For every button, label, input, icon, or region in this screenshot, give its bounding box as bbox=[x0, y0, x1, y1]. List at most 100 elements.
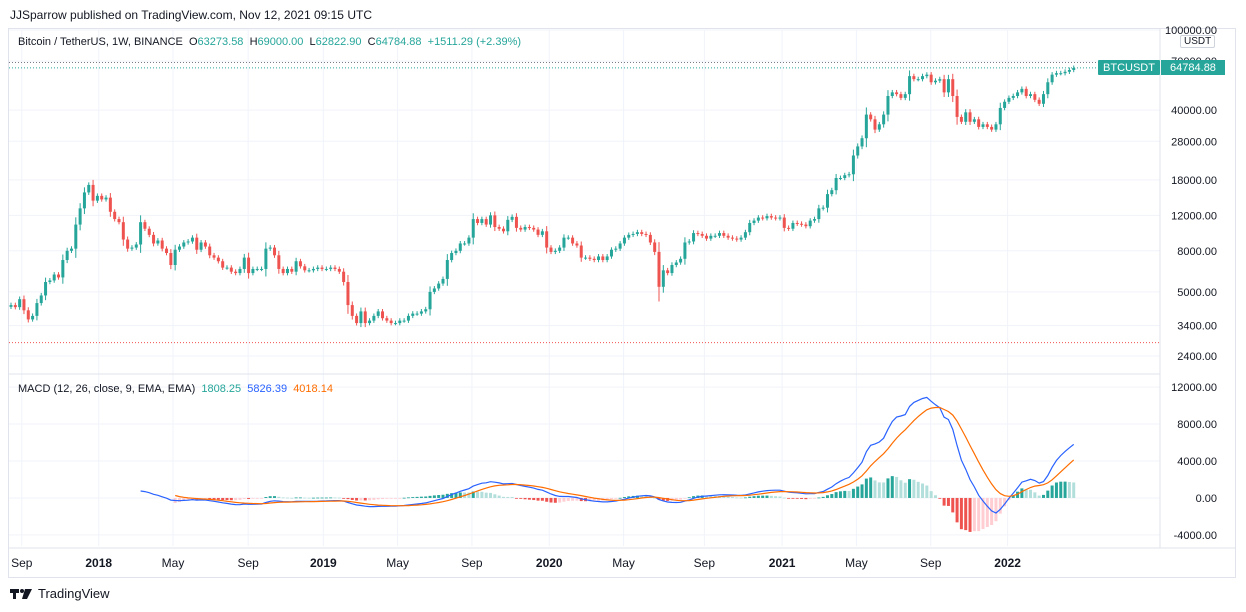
candle-body bbox=[277, 255, 281, 269]
candle-body bbox=[903, 94, 907, 98]
macd-hist-bar bbox=[838, 491, 842, 498]
symbol-title[interactable]: Bitcoin / TetherUS, 1W, BINANCE bbox=[18, 36, 183, 48]
candle-body bbox=[946, 79, 950, 93]
candle bbox=[1063, 69, 1067, 76]
macd-hist-bar bbox=[415, 496, 419, 498]
macd-hist-bar bbox=[1033, 492, 1037, 498]
macd-hist-bar bbox=[787, 497, 791, 499]
candle-body bbox=[143, 222, 147, 229]
macd-hist-bar bbox=[605, 497, 609, 500]
candle-body bbox=[285, 268, 289, 274]
candle bbox=[342, 268, 346, 286]
candle-body bbox=[683, 242, 687, 259]
macd-hist-bar bbox=[933, 495, 937, 498]
macd-hist-bar bbox=[951, 497, 955, 513]
macd-hist-bar bbox=[177, 497, 181, 503]
candle bbox=[679, 256, 683, 265]
macd-hist-bar bbox=[925, 485, 929, 498]
candle bbox=[402, 318, 406, 323]
macd-title[interactable]: MACD (12, 26, close, 9, EMA, EMA) bbox=[18, 383, 196, 395]
candle-body bbox=[415, 313, 419, 315]
candle-body bbox=[22, 299, 26, 311]
candle-body bbox=[916, 79, 920, 81]
candle-body bbox=[791, 222, 795, 229]
macd-hist-bar bbox=[821, 496, 825, 498]
macd-hist-bar bbox=[229, 497, 233, 501]
candle-body bbox=[476, 219, 480, 223]
candle-body bbox=[463, 243, 467, 245]
candle bbox=[571, 235, 575, 246]
candle bbox=[424, 306, 428, 314]
macd-hist-bar bbox=[808, 497, 812, 499]
macd-hist-bar bbox=[441, 494, 445, 498]
candle-body bbox=[147, 228, 151, 235]
candle-body bbox=[104, 197, 108, 200]
macd-hist-bar bbox=[778, 496, 782, 498]
candle bbox=[769, 213, 773, 220]
macd-hist-bar bbox=[692, 496, 696, 498]
macd-hist-bar bbox=[977, 497, 981, 532]
macd-hist-bar bbox=[290, 497, 294, 499]
macd-hist-bar bbox=[972, 497, 976, 532]
macd-hist-bar bbox=[661, 497, 665, 501]
candle-body bbox=[1024, 88, 1028, 97]
candle-body bbox=[998, 107, 1002, 125]
candle-body bbox=[609, 249, 613, 257]
candle-body bbox=[622, 237, 626, 244]
candle-body bbox=[139, 222, 143, 245]
macd-hist-bar bbox=[398, 497, 402, 499]
candle bbox=[1011, 93, 1015, 101]
candle-body bbox=[661, 270, 665, 287]
candle-body bbox=[428, 291, 432, 310]
candle bbox=[765, 213, 769, 221]
candle bbox=[1007, 95, 1011, 105]
candle-body bbox=[938, 79, 942, 81]
candle-body bbox=[393, 323, 397, 325]
candle bbox=[441, 276, 445, 286]
ticker-label: BTCUSDT bbox=[1103, 62, 1155, 74]
candle-body bbox=[670, 265, 674, 274]
candle-body bbox=[778, 217, 782, 219]
candle-body bbox=[540, 231, 544, 235]
candle bbox=[730, 235, 734, 241]
candle-body bbox=[95, 195, 99, 201]
candle-body bbox=[825, 194, 829, 208]
candle bbox=[592, 256, 596, 263]
candle-body bbox=[156, 240, 160, 244]
candle bbox=[381, 308, 385, 321]
candle-body bbox=[886, 96, 890, 115]
candle bbox=[661, 265, 665, 293]
candle-body bbox=[424, 309, 428, 312]
candle-body bbox=[160, 240, 164, 249]
candle-body bbox=[830, 190, 834, 195]
candle bbox=[597, 254, 601, 263]
candle-body bbox=[951, 79, 955, 97]
candle bbox=[432, 286, 436, 295]
candle-body bbox=[208, 246, 212, 256]
candle-body bbox=[1029, 94, 1033, 97]
candle-body bbox=[506, 219, 510, 232]
footer-brand[interactable]: TradingView bbox=[10, 586, 110, 601]
macd-hist-bar bbox=[255, 497, 259, 499]
candle-body bbox=[717, 233, 721, 236]
candle bbox=[182, 240, 186, 249]
candle-body bbox=[575, 243, 579, 246]
candle-body bbox=[355, 315, 359, 324]
candle bbox=[104, 195, 108, 202]
candle-body bbox=[722, 233, 726, 236]
macd-hist-bar bbox=[575, 497, 579, 501]
currency-unit[interactable]: USDT bbox=[1180, 35, 1216, 48]
macd-hist-bar bbox=[730, 497, 734, 498]
candle-body bbox=[813, 219, 817, 221]
candle-body bbox=[644, 233, 648, 235]
candle-body bbox=[536, 229, 540, 235]
macd-hist-bar bbox=[324, 497, 328, 499]
macd-hist-bar bbox=[998, 497, 1002, 514]
candle-body bbox=[981, 124, 985, 127]
macd-hist-bar bbox=[359, 497, 363, 501]
candle bbox=[851, 149, 855, 182]
candle-body bbox=[406, 315, 410, 321]
candle-body bbox=[584, 257, 588, 259]
candle bbox=[800, 221, 804, 227]
